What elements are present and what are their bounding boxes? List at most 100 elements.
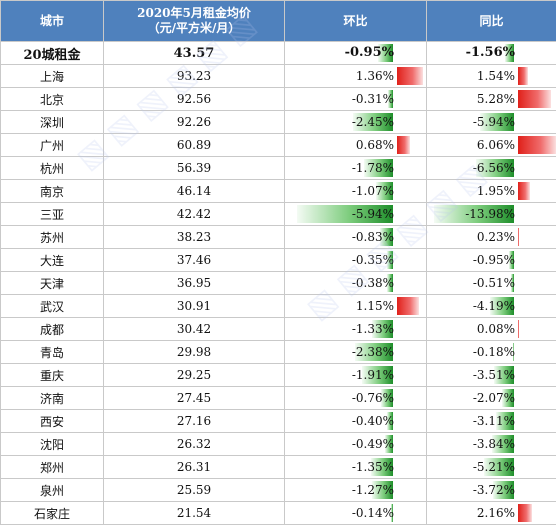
yoy-value: -5.21% bbox=[473, 456, 515, 478]
yoy-value: -0.18% bbox=[473, 341, 515, 363]
yoy-value: -4.19% bbox=[473, 295, 515, 317]
header-yoy: 同比 bbox=[427, 1, 556, 42]
mom-cell: -0.38% bbox=[285, 272, 427, 295]
price-cell: 46.14 bbox=[104, 180, 285, 203]
yoy-cell: -13.98% bbox=[427, 203, 556, 226]
mom-cell: -0.49% bbox=[285, 433, 427, 456]
mom-cell: 0.68% bbox=[285, 134, 427, 157]
yoy-value: -13.98% bbox=[465, 203, 515, 225]
yoy-cell: 5.28% bbox=[427, 88, 556, 111]
mom-value: -2.45% bbox=[352, 111, 394, 133]
price-cell: 27.16 bbox=[104, 410, 285, 433]
price-cell: 93.23 bbox=[104, 65, 285, 88]
yoy-cell: -2.07% bbox=[427, 387, 556, 410]
city-cell: 武汉 bbox=[1, 295, 104, 318]
yoy-value: 5.28% bbox=[477, 88, 515, 110]
summary-mom-cell: -0.95% bbox=[285, 42, 427, 65]
city-cell: 杭州 bbox=[1, 157, 104, 180]
yoy-cell: -5.94% bbox=[427, 111, 556, 134]
mom-value: -0.31% bbox=[352, 88, 394, 110]
city-cell: 上海 bbox=[1, 65, 104, 88]
price-cell: 30.42 bbox=[104, 318, 285, 341]
yoy-value: -3.84% bbox=[473, 433, 515, 455]
mom-value: -1.91% bbox=[352, 364, 394, 386]
yoy-cell: -0.95% bbox=[427, 249, 556, 272]
price-cell: 26.31 bbox=[104, 456, 285, 479]
yoy-cell: 2.16% bbox=[427, 502, 556, 525]
price-cell: 27.45 bbox=[104, 387, 285, 410]
mom-cell: 1.36% bbox=[285, 65, 427, 88]
yoy-cell: -5.21% bbox=[427, 456, 556, 479]
summary-price: 43.57 bbox=[104, 42, 285, 65]
price-cell: 36.95 bbox=[104, 272, 285, 295]
mom-cell: -1.33% bbox=[285, 318, 427, 341]
mom-cell: -0.35% bbox=[285, 249, 427, 272]
mom-cell: -5.94% bbox=[285, 203, 427, 226]
yoy-cell: -0.18% bbox=[427, 341, 556, 364]
summary-row: 20城租金 43.57 -0.95% -1.56% bbox=[1, 42, 556, 65]
yoy-cell: 1.54% bbox=[427, 65, 556, 88]
mom-cell: -0.83% bbox=[285, 226, 427, 249]
yoy-value: 1.95% bbox=[477, 180, 515, 202]
mom-value: -5.94% bbox=[352, 203, 394, 225]
yoy-value: 2.16% bbox=[477, 502, 515, 524]
city-cell: 石家庄 bbox=[1, 502, 104, 525]
yoy-cell: 1.95% bbox=[427, 180, 556, 203]
price-cell: 29.25 bbox=[104, 364, 285, 387]
yoy-value: -3.72% bbox=[473, 479, 515, 501]
city-cell: 南京 bbox=[1, 180, 104, 203]
yoy-bar bbox=[518, 136, 556, 154]
yoy-value: -3.51% bbox=[473, 364, 515, 386]
mom-cell: -1.78% bbox=[285, 157, 427, 180]
yoy-cell: -3.51% bbox=[427, 364, 556, 387]
city-cell: 青岛 bbox=[1, 341, 104, 364]
yoy-cell: 6.06% bbox=[427, 134, 556, 157]
mom-value: -1.78% bbox=[352, 157, 394, 179]
mom-cell: -0.31% bbox=[285, 88, 427, 111]
price-cell: 92.26 bbox=[104, 111, 285, 134]
yoy-cell: -0.51% bbox=[427, 272, 556, 295]
mom-cell: -1.07% bbox=[285, 180, 427, 203]
mom-value: -0.35% bbox=[352, 249, 394, 271]
mom-cell: -2.45% bbox=[285, 111, 427, 134]
header-price-line1: 2020年5月租金均价 bbox=[104, 6, 284, 21]
mom-bar bbox=[397, 67, 423, 85]
mom-cell: -1.91% bbox=[285, 364, 427, 387]
city-cell: 泉州 bbox=[1, 479, 104, 502]
mom-value: -0.49% bbox=[352, 433, 394, 455]
price-cell: 92.56 bbox=[104, 88, 285, 111]
mom-value: -2.38% bbox=[352, 341, 394, 363]
summary-yoy-value: -1.56% bbox=[466, 42, 515, 64]
city-cell: 济南 bbox=[1, 387, 104, 410]
yoy-value: -0.51% bbox=[473, 272, 515, 294]
city-cell: 郑州 bbox=[1, 456, 104, 479]
yoy-bar bbox=[518, 67, 528, 85]
mom-bar bbox=[397, 297, 419, 315]
price-cell: 56.39 bbox=[104, 157, 285, 180]
yoy-value: 0.23% bbox=[477, 226, 515, 248]
yoy-bar bbox=[518, 182, 530, 200]
yoy-value: -0.95% bbox=[473, 249, 515, 271]
header-city: 城市 bbox=[1, 1, 104, 42]
yoy-value: -3.11% bbox=[473, 410, 515, 432]
price-cell: 42.42 bbox=[104, 203, 285, 226]
city-cell: 广州 bbox=[1, 134, 104, 157]
header-price: 2020年5月租金均价 （元/平方米/月） bbox=[104, 1, 285, 42]
mom-cell: -0.40% bbox=[285, 410, 427, 433]
yoy-cell: -3.11% bbox=[427, 410, 556, 433]
price-cell: 30.91 bbox=[104, 295, 285, 318]
mom-bar bbox=[397, 136, 410, 154]
summary-mom-value: -0.95% bbox=[345, 42, 394, 64]
